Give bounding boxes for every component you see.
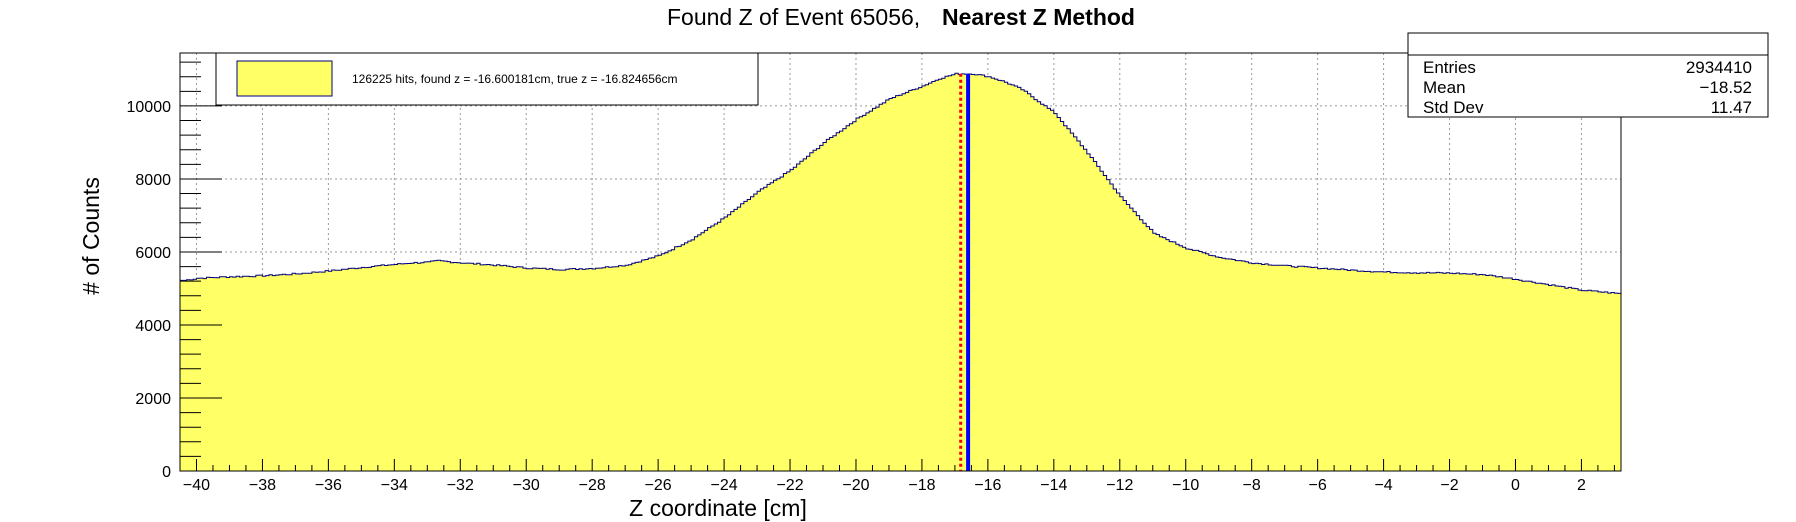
x-tick-label: −38 <box>249 477 276 494</box>
x-tick-label: −28 <box>579 477 606 494</box>
x-tick-label: 2 <box>1577 477 1586 494</box>
stats-entries-value: 2934410 <box>1686 58 1752 77</box>
legend-swatch <box>236 60 333 97</box>
histogram-fill <box>179 72 1622 472</box>
plot-frame <box>179 52 1622 472</box>
y-tick-label: 10000 <box>127 99 172 116</box>
x-tick-label: −26 <box>645 477 672 494</box>
y-tick-label: 4000 <box>135 318 171 335</box>
x-tick-label: −36 <box>315 477 342 494</box>
x-tick-label: 0 <box>1511 477 1520 494</box>
x-tick-label: −24 <box>711 477 738 494</box>
axes: −40 −38 −36 −34 −32 −30 −28 −26 −24 −22 −20 −18 −16−… <box>127 61 1615 494</box>
stats-frame <box>1407 32 1769 118</box>
y-axis-title: # of Counts <box>78 177 104 295</box>
x-tick-label: −14 <box>1040 477 1067 494</box>
x-tick-label: −10 <box>1172 477 1199 494</box>
x-tick-label: −6 <box>1309 477 1327 494</box>
x-tick-label: −2 <box>1440 477 1458 494</box>
x-tick-label: −12 <box>1106 477 1133 494</box>
x-tick-label: −20 <box>842 477 869 494</box>
x-axis-title: Z coordinate [cm] <box>629 495 807 521</box>
stats-entries-label: Entries <box>1423 58 1476 77</box>
stats-stddev-label: Std Dev <box>1423 98 1484 117</box>
stats-stddev-value: 11.47 <box>1711 98 1752 117</box>
x-tick-label: −40 <box>183 477 210 494</box>
legend: 126225 hits, found z = -16.600181cm, tru… <box>215 52 759 106</box>
y-tick-label: 2000 <box>135 391 171 408</box>
y-tick-label: 6000 <box>135 245 171 262</box>
chart-title-method: Nearest Z Method <box>942 4 1135 30</box>
x-tick-label: −32 <box>447 477 474 494</box>
z-markers <box>959 73 971 471</box>
histogram-area <box>179 72 1622 472</box>
stats-mean-value: −18.52 <box>1700 78 1752 97</box>
x-tick-label: −22 <box>776 477 803 494</box>
y-tick-label: 0 <box>162 464 171 481</box>
x-tick-label: −18 <box>908 477 935 494</box>
x-tick-label: −30 <box>513 477 540 494</box>
legend-entry: 126225 hits, found z = -16.600181cm, tru… <box>352 72 678 86</box>
x-tick-label: −4 <box>1374 477 1392 494</box>
chart-title: Found Z of Event 65056, <box>667 4 920 30</box>
stats-mean-label: Mean <box>1423 78 1466 97</box>
x-tick-label: −8 <box>1243 477 1261 494</box>
y-tick-label: 8000 <box>135 172 171 189</box>
stats-box: Entries 2934410 Mean −18.52 Std Dev 11.4… <box>1407 32 1769 118</box>
x-tick-label: −34 <box>381 477 408 494</box>
x-tick-label: −16 <box>974 477 1001 494</box>
